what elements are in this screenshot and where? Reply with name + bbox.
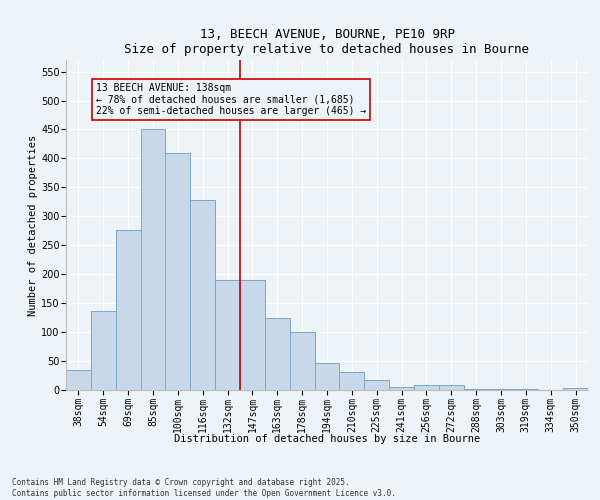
Bar <box>439 385 464 390</box>
Text: 13 BEECH AVENUE: 138sqm
← 78% of detached houses are smaller (1,685)
22% of semi: 13 BEECH AVENUE: 138sqm ← 78% of detache… <box>96 83 366 116</box>
Bar <box>464 389 488 390</box>
Bar <box>240 280 265 390</box>
Bar <box>66 370 91 390</box>
X-axis label: Distribution of detached houses by size in Bourne: Distribution of detached houses by size … <box>174 434 480 444</box>
Bar <box>215 280 240 390</box>
Bar <box>314 364 340 390</box>
Bar <box>91 312 116 390</box>
Bar <box>414 385 439 390</box>
Y-axis label: Number of detached properties: Number of detached properties <box>28 134 38 316</box>
Bar <box>340 372 364 390</box>
Bar <box>140 130 166 390</box>
Bar <box>116 230 140 390</box>
Bar <box>190 200 215 390</box>
Text: Contains HM Land Registry data © Crown copyright and database right 2025.
Contai: Contains HM Land Registry data © Crown c… <box>12 478 396 498</box>
Title: 13, BEECH AVENUE, BOURNE, PE10 9RP
Size of property relative to detached houses : 13, BEECH AVENUE, BOURNE, PE10 9RP Size … <box>125 28 530 56</box>
Bar <box>389 387 414 390</box>
Bar <box>290 332 314 390</box>
Bar <box>265 318 290 390</box>
Bar <box>563 388 588 390</box>
Bar <box>364 380 389 390</box>
Bar <box>166 153 190 390</box>
